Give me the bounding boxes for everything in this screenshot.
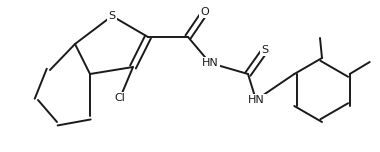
Text: S: S [261, 45, 269, 55]
Text: O: O [201, 7, 209, 17]
Text: Cl: Cl [114, 93, 125, 103]
Text: HN: HN [202, 58, 218, 68]
Text: HN: HN [248, 95, 264, 105]
Text: S: S [108, 11, 116, 21]
